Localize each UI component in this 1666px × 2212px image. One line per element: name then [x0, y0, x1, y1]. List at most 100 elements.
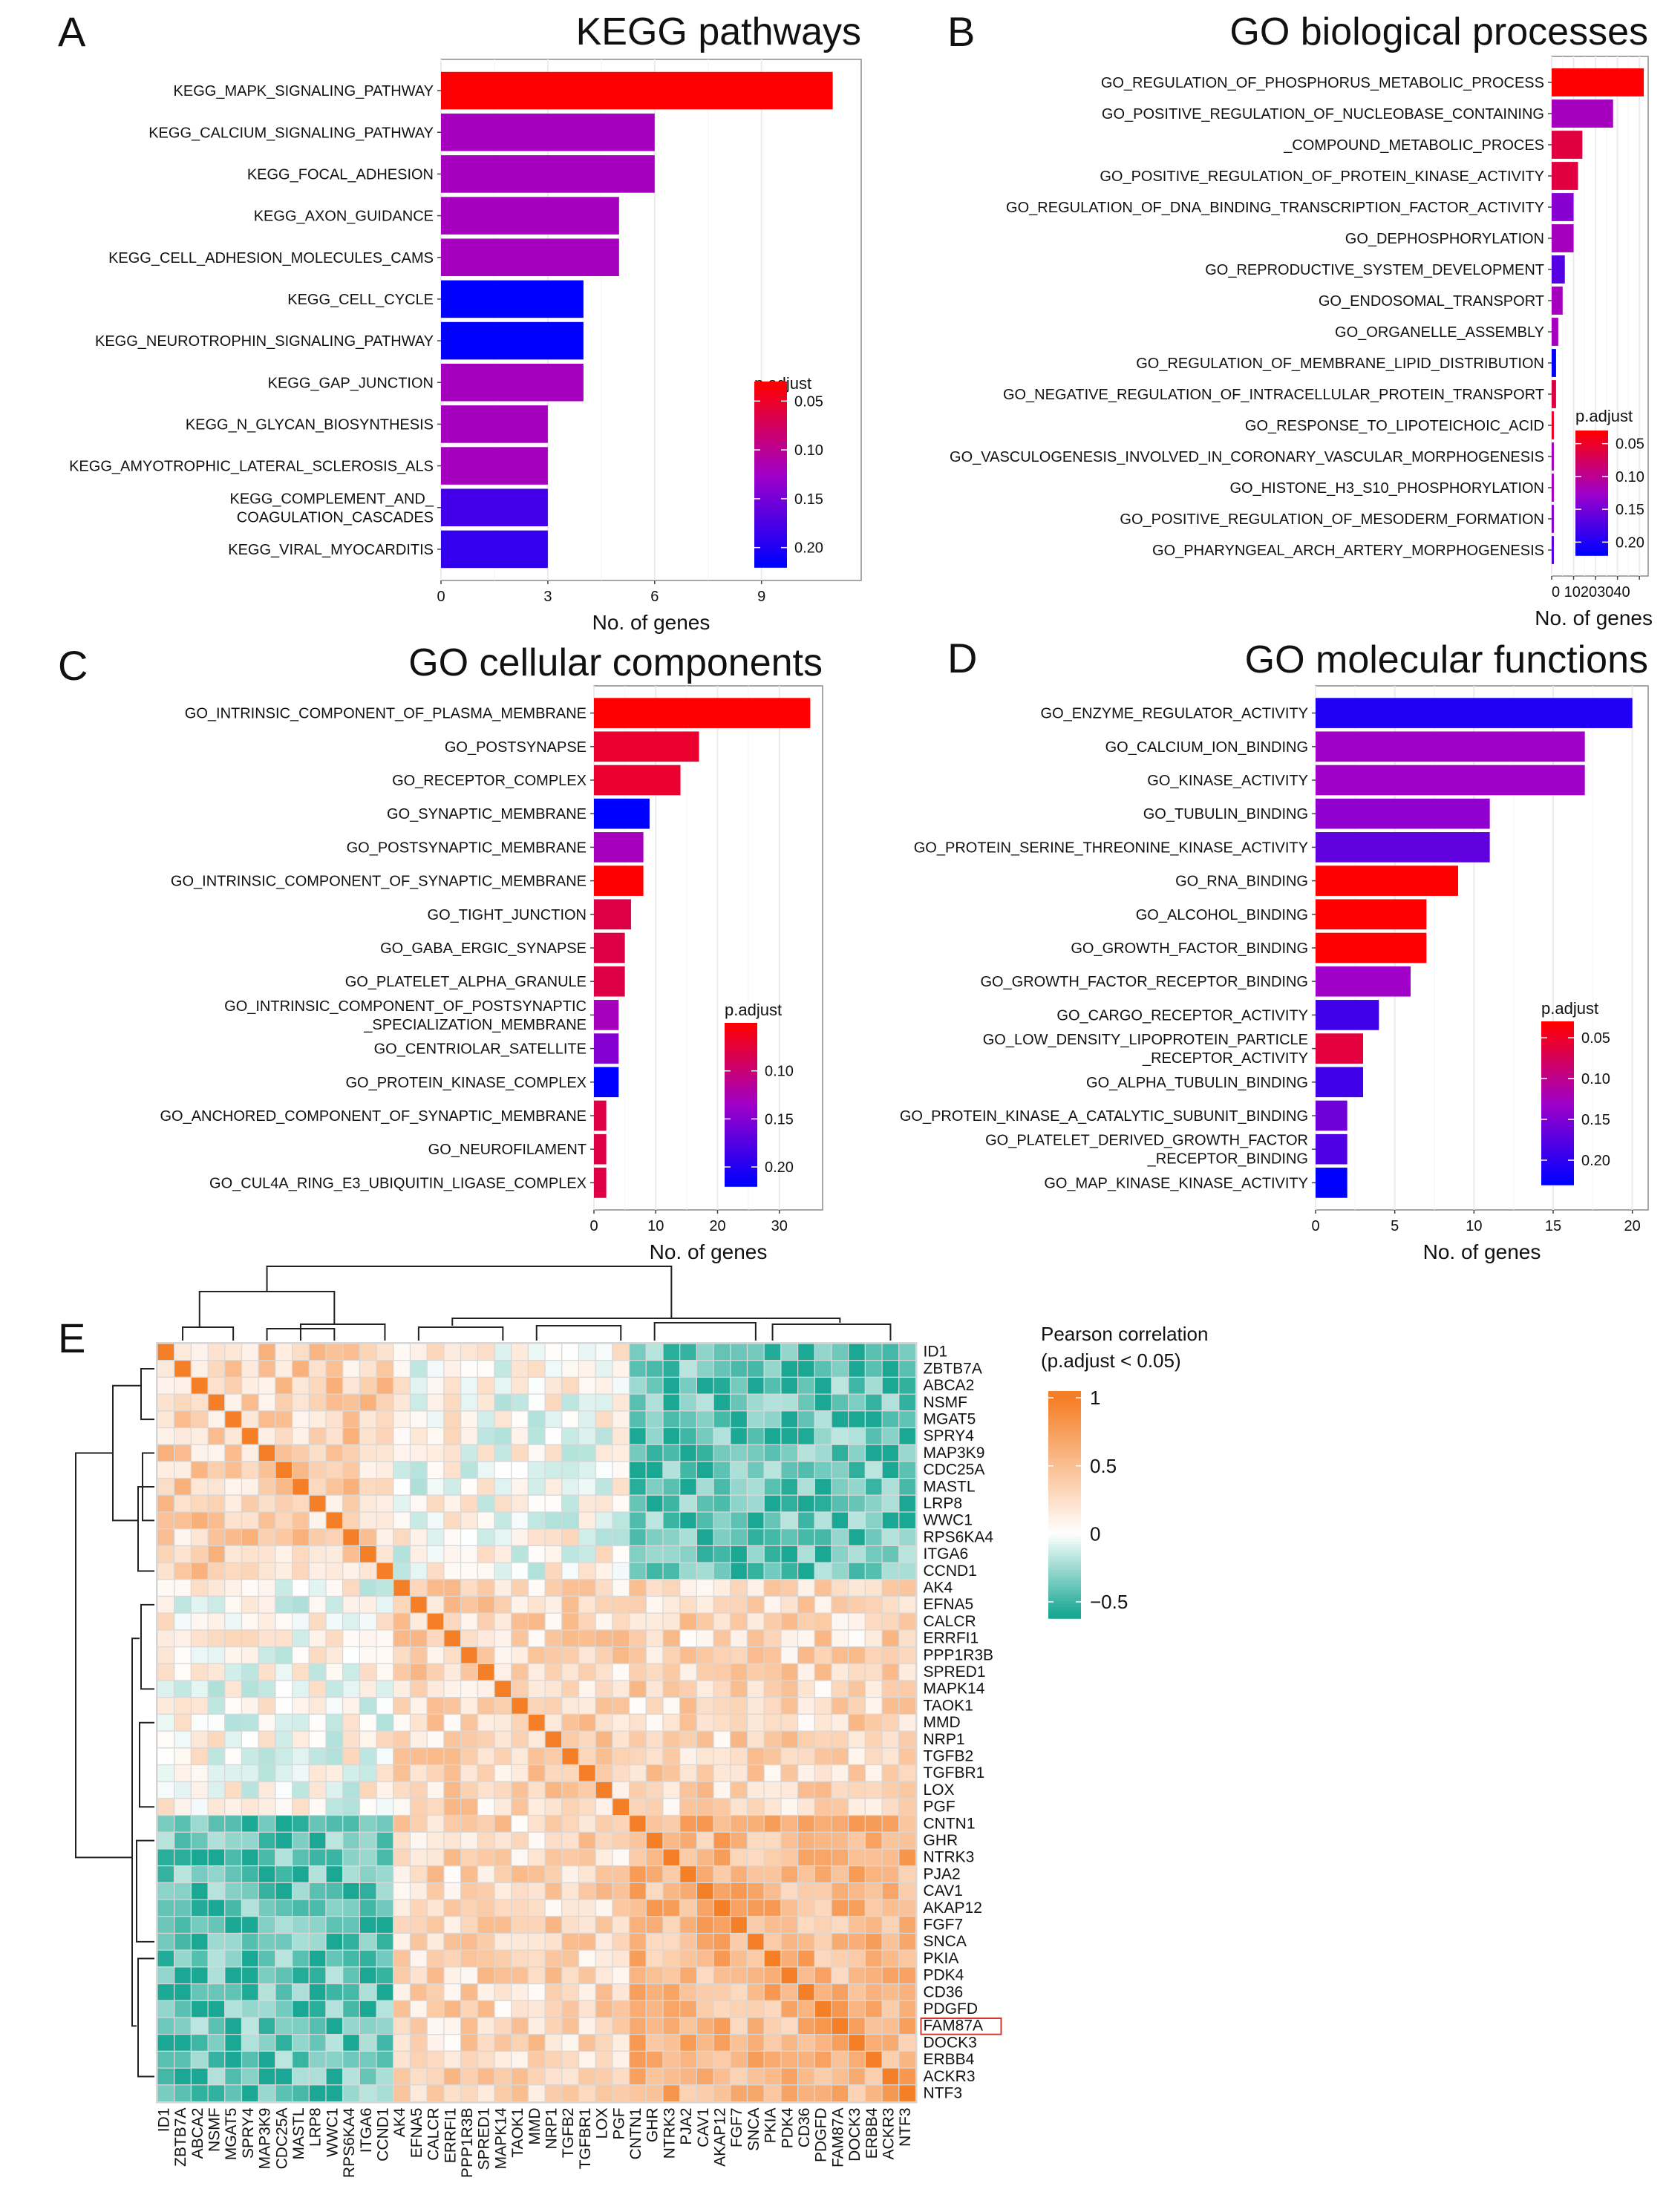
- bar: [441, 113, 655, 151]
- category-label: GO_POSTSYNAPSE: [445, 739, 587, 756]
- heatmap-cell: [864, 1477, 883, 1496]
- heatmap-cell: [325, 2017, 344, 2035]
- heatmap-cell: [426, 1713, 445, 1732]
- heatmap-cell: [612, 1680, 630, 1698]
- category-label: KEGG_AMYOTROPHIC_LATERAL_SCLEROSIS_ALS: [69, 459, 434, 475]
- heatmap-cell: [527, 1983, 546, 2001]
- heatmap-cell: [224, 1697, 243, 1715]
- heatmap-cell: [325, 1376, 344, 1395]
- heatmap-cell: [258, 1461, 276, 1479]
- category-label: KEGG_CELL_CYCLE: [287, 292, 434, 308]
- heatmap-cell: [393, 1528, 411, 1546]
- heatmap-cell: [662, 1612, 681, 1631]
- heatmap-cell: [881, 2017, 900, 2035]
- heatmap-cell: [679, 2050, 698, 2069]
- legend-gradient-step: [1575, 545, 1608, 548]
- heatmap-cell: [477, 2034, 495, 2052]
- row-label: DOCK3: [924, 2034, 977, 2051]
- heatmap-cell: [848, 1764, 866, 1782]
- row-label: EFNA5: [924, 1596, 974, 1613]
- heatmap-cell: [662, 1949, 681, 1968]
- heatmap-cell: [898, 2050, 917, 2069]
- heatmap-cell: [628, 1646, 647, 1664]
- legend-gradient-step: [725, 1061, 757, 1064]
- bar: [1316, 966, 1411, 997]
- heatmap-cell: [376, 1831, 394, 1850]
- legend-gradient-step: [1575, 538, 1608, 542]
- heatmap-cell: [696, 1747, 714, 1766]
- heatmap-cell: [292, 1831, 310, 1850]
- heatmap-cell: [393, 1444, 411, 1462]
- legend-gradient-step: [1541, 1095, 1574, 1099]
- column-label: MAP3K9: [257, 2108, 274, 2170]
- heatmap-cell: [713, 1612, 731, 1631]
- column-label: FGF7: [728, 2108, 745, 2148]
- heatmap-cell: [612, 1427, 630, 1445]
- heatmap-cell: [713, 1494, 731, 1513]
- heatmap-cell: [831, 1798, 849, 1816]
- heatmap-cell: [898, 1747, 917, 1766]
- heatmap-cell: [359, 1629, 377, 1648]
- category-label: KEGG_FOCAL_ADHESION: [247, 166, 434, 183]
- heatmap-cell: [612, 1343, 630, 1361]
- heatmap-legend-gradient-step: [1048, 1405, 1081, 1409]
- heatmap-cell: [292, 1680, 310, 1698]
- legend-gradient-step: [1541, 1113, 1574, 1118]
- heatmap-cell: [224, 1798, 243, 1816]
- heatmap-cell: [494, 1343, 512, 1361]
- heatmap-cell: [359, 1427, 377, 1445]
- heatmap-cell: [544, 2067, 563, 2086]
- legend-gradient-step: [725, 1175, 757, 1179]
- heatmap-cell: [342, 2050, 361, 2069]
- row-label: LOX: [924, 1781, 955, 1799]
- heatmap-cell: [679, 2017, 698, 2035]
- heatmap-cell: [595, 2067, 613, 2086]
- heatmap-cell: [780, 1680, 799, 1698]
- heatmap-cell: [730, 1680, 748, 1698]
- heatmap-cell: [561, 1764, 580, 1782]
- legend-gradient-step: [1575, 432, 1608, 436]
- heatmap-cell: [561, 2067, 580, 2086]
- heatmap-cell: [780, 1781, 799, 1799]
- column-label: CALCR: [425, 2108, 442, 2161]
- heatmap-cell: [713, 1865, 731, 1883]
- heatmap-cell: [477, 1579, 495, 1597]
- bar: [594, 832, 644, 863]
- heatmap-cell: [174, 1747, 192, 1766]
- heatmap-cell: [527, 1680, 546, 1698]
- heatmap-legend-gradient-step: [1048, 1530, 1081, 1534]
- heatmap-cell: [190, 1612, 209, 1631]
- heatmap-legend-gradient-step: [1048, 1586, 1081, 1591]
- heatmap-cell: [511, 1798, 529, 1816]
- heatmap-cell: [511, 2067, 529, 2086]
- heatmap-cell: [308, 1713, 327, 1732]
- heatmap-cell: [696, 1427, 714, 1445]
- heatmap-cell: [308, 1444, 327, 1462]
- heatmap-cell: [628, 1798, 647, 1816]
- bar: [1316, 798, 1490, 829]
- heatmap-cell: [696, 1697, 714, 1715]
- heatmap-cell: [376, 2000, 394, 2018]
- row-label: TGFB2: [924, 1748, 974, 1765]
- heatmap-cell: [308, 1629, 327, 1648]
- heatmap-cell: [157, 1444, 175, 1462]
- column-label: PJA2: [678, 2108, 695, 2145]
- heatmap-cell: [628, 1579, 647, 1597]
- heatmap-cell: [746, 1360, 765, 1378]
- heatmap-cell: [292, 2017, 310, 2035]
- heatmap-cell: [561, 1376, 580, 1395]
- legend-gradient-step: [1541, 1165, 1574, 1169]
- heatmap-cell: [831, 1815, 849, 1833]
- heatmap-cell: [881, 1410, 900, 1429]
- heatmap-cell: [696, 2000, 714, 2018]
- heatmap-cell: [494, 1427, 512, 1445]
- heatmap-cell: [527, 1966, 546, 1985]
- heatmap-cell: [561, 2084, 580, 2103]
- heatmap-cell: [292, 2034, 310, 2052]
- heatmap-cell: [190, 1444, 209, 1462]
- heatmap-cell: [224, 1579, 243, 1597]
- category-label: GO_INTRINSIC_COMPONENT_OF_PLASMA_MEMBRAN…: [185, 706, 587, 722]
- heatmap-cell: [645, 2050, 664, 2069]
- heatmap-cell: [848, 1815, 866, 1833]
- heatmap-cell: [797, 1831, 815, 1850]
